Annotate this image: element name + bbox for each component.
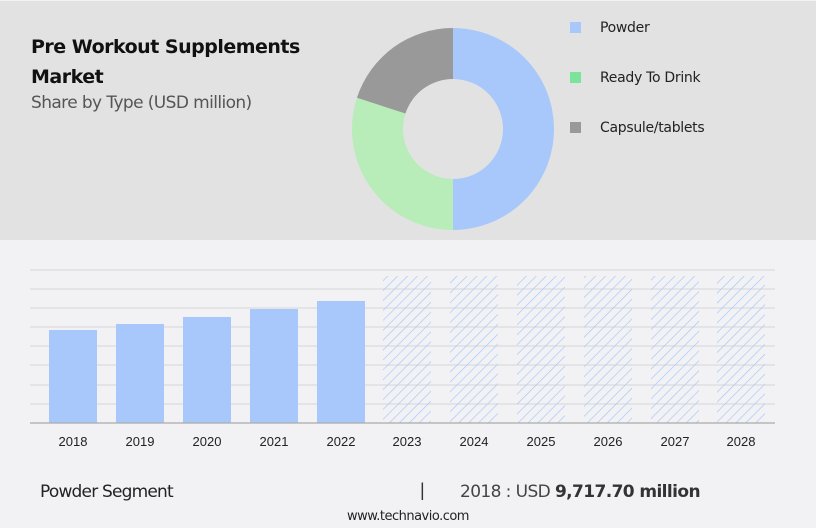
tick-label: 2023 — [393, 434, 422, 449]
tick-label: 2028 — [727, 434, 756, 449]
summary-panel: Pre Workout Supplements Market Share by … — [0, 0, 816, 240]
tick-label: 2025 — [527, 434, 556, 449]
bar-2028-forecast[interactable] — [717, 276, 765, 423]
bar-2023-forecast[interactable] — [383, 276, 431, 423]
segment-value: 2018 : USD 9,717.70 million — [460, 482, 701, 502]
tick-label: 2019 — [126, 434, 155, 449]
tick-label: 2024 — [460, 434, 489, 449]
bar-2022[interactable] — [317, 301, 365, 423]
chart-title: Pre Workout Supplements Market — [31, 36, 300, 88]
footer-separator: | — [420, 480, 425, 500]
bar-2021[interactable] — [250, 309, 298, 423]
tick-label: 2021 — [260, 434, 289, 449]
slice-capsule-tablets[interactable] — [356, 28, 453, 114]
tick-label: 2027 — [661, 434, 690, 449]
bar-2020[interactable] — [183, 317, 231, 423]
bar-2024-forecast[interactable] — [450, 276, 498, 423]
x-axis-labels: 2018 2019 2020 2021 2022 2023 2024 2025 … — [59, 434, 756, 449]
legend-label: Ready To Drink — [600, 69, 701, 86]
bar-2027-forecast[interactable] — [651, 276, 699, 423]
bar-2019[interactable] — [116, 324, 164, 423]
value-amount: 9,717.70 million — [554, 482, 701, 502]
legend-swatch-icon — [570, 72, 581, 83]
value-prefix: 2018 : USD — [460, 482, 551, 502]
tick-label: 2018 — [59, 434, 88, 449]
legend-item-powder[interactable]: Powder — [570, 15, 704, 40]
legend-item-ready-to-drink[interactable]: Ready To Drink — [570, 65, 704, 90]
legend-swatch-icon — [570, 122, 581, 133]
donut-chart — [352, 28, 554, 230]
source-link[interactable]: www.technavio.com — [347, 509, 469, 524]
bar-2026-forecast[interactable] — [584, 276, 632, 423]
legend-label: Powder — [600, 19, 650, 36]
chart-subtitle: Share by Type (USD million) — [31, 93, 252, 113]
tick-label: 2022 — [327, 434, 356, 449]
bar-2018[interactable] — [49, 330, 97, 423]
bar-chart: 2018 2019 2020 2021 2022 2023 2024 2025 … — [30, 269, 775, 449]
legend: Powder Ready To Drink Capsule/tablets — [570, 15, 705, 165]
slice-ready-to-drink[interactable] — [352, 97, 453, 230]
legend-item-capsule-tablets[interactable]: Capsule/tablets — [570, 115, 705, 140]
tick-label: 2020 — [193, 434, 222, 449]
segment-label: Powder Segment — [40, 482, 174, 502]
slice-powder[interactable] — [453, 28, 554, 230]
legend-label: Capsule/tablets — [600, 119, 705, 136]
bars — [49, 276, 765, 423]
bar-2025-forecast[interactable] — [517, 276, 565, 423]
tick-label: 2026 — [594, 434, 623, 449]
legend-swatch-icon — [570, 22, 581, 33]
